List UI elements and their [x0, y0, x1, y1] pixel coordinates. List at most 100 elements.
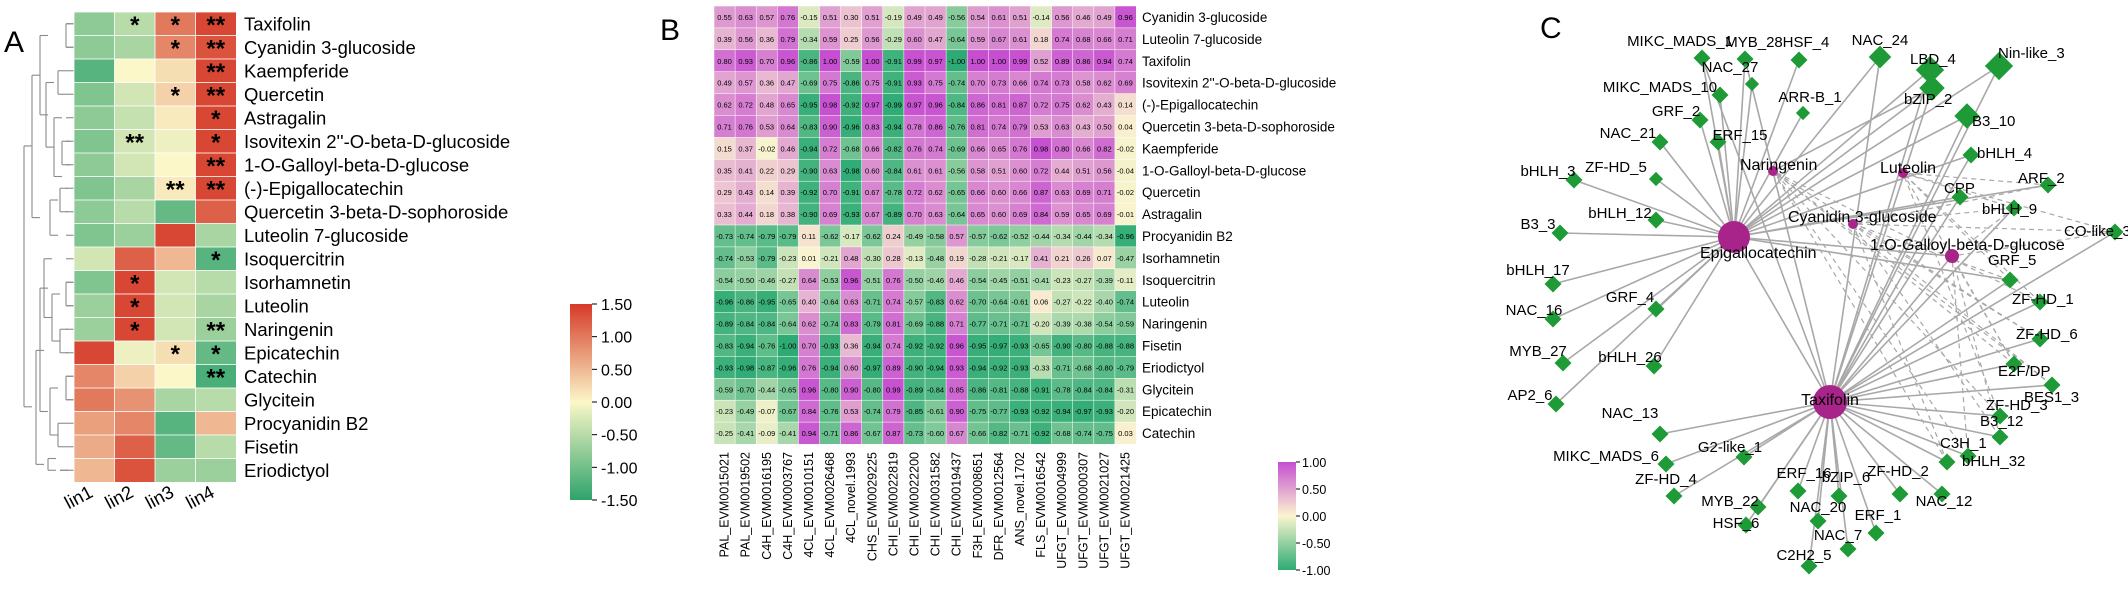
- cell-value: 0.85: [949, 385, 964, 394]
- cell-value: 0.48: [844, 254, 859, 263]
- heatmap-a-cell: [73, 340, 116, 366]
- cell-value: 0.62: [1097, 79, 1112, 88]
- legend-tick-label: 1.50: [601, 297, 632, 314]
- gene-label: NAC_12: [1916, 493, 1973, 510]
- gene-node: [1938, 453, 1956, 471]
- cell-value: 0.49: [928, 13, 943, 22]
- cell-value: 0.93: [907, 79, 922, 88]
- cell-value: 0.72: [907, 188, 922, 197]
- cell-value: -0.98: [843, 166, 860, 175]
- network-edge: [1829, 401, 1849, 550]
- cell-value: -0.20: [1117, 407, 1134, 416]
- cell-value: 0.47: [928, 35, 943, 44]
- cell-value: -0.34: [1096, 232, 1113, 241]
- row-label: Quercetin: [1142, 185, 1201, 200]
- cell-value: -0.65: [779, 298, 796, 307]
- cell-value: 0.96: [844, 276, 859, 285]
- cell-value: -0.71: [990, 320, 1007, 329]
- cell-value: 0.59: [1055, 210, 1070, 219]
- gene-node: [1665, 487, 1683, 505]
- cell-value: -0.49: [906, 232, 923, 241]
- significance-star: *: [211, 247, 221, 274]
- gene-label: MYB_28: [1725, 34, 1783, 51]
- cell-value: -0.14: [1032, 13, 1049, 22]
- cell-value: 0.53: [844, 407, 859, 416]
- network-edge: [1659, 401, 1831, 435]
- row-label: Luteolin: [244, 295, 309, 316]
- row-label: Quercetin 3-beta-D-sophoroside: [244, 201, 508, 222]
- compound-label: Naringenin: [1740, 157, 1817, 174]
- cell-value: 0.72: [1034, 101, 1049, 110]
- gene-label: bHLH_32: [1962, 453, 2025, 470]
- cell-value: 0.63: [823, 166, 838, 175]
- significance-star: **: [206, 82, 225, 109]
- col-label: CHI_EVM0022200: [907, 452, 921, 556]
- cell-value: -0.47: [1117, 254, 1134, 263]
- cell-value: 0.87: [1034, 188, 1049, 197]
- cell-value: -0.02: [1117, 188, 1134, 197]
- cell-value: 0.76: [907, 144, 922, 153]
- heatmap-a-cell: [195, 223, 237, 248]
- cell-value: 0.60: [992, 210, 1007, 219]
- network-edge: [1772, 87, 1933, 172]
- cell-value: -0.62: [990, 232, 1007, 241]
- network-edge-dashed: [1951, 255, 2015, 365]
- cell-value: 0.63: [1055, 188, 1070, 197]
- heatmap-a-cell: [73, 129, 116, 154]
- cell-value: 0.84: [1034, 210, 1049, 219]
- cell-value: -0.95: [800, 101, 817, 110]
- cell-value: -0.84: [948, 101, 965, 110]
- cell-value: 0.75: [823, 79, 838, 88]
- cell-value: 0.87: [1013, 101, 1028, 110]
- cell-value: -0.74: [716, 254, 733, 263]
- cell-value: 0.49: [1097, 13, 1112, 22]
- heatmap-a-cell: [114, 458, 156, 483]
- cell-value: -0.74: [1117, 298, 1134, 307]
- network-edge-dashed: [1852, 223, 2001, 438]
- cell-value: -0.76: [758, 341, 775, 350]
- cell-value: -0.74: [1075, 429, 1092, 438]
- heatmap-b-col-labels: PAL_EVM0015021 PAL_EVM0019502 C4H_EVM00161…: [718, 452, 1133, 569]
- network-edge: [1733, 56, 1881, 238]
- cell-value: -0.28: [969, 254, 986, 263]
- cell-value: -0.82: [885, 144, 902, 153]
- cell-value: 0.53: [759, 122, 774, 131]
- cell-value: -0.89: [885, 210, 902, 219]
- cell-value: -0.23: [716, 407, 733, 416]
- gene-node: [1867, 524, 1885, 542]
- cell-value: 0.60: [907, 35, 922, 44]
- heatmap-a-cell: [73, 364, 116, 389]
- cell-value: -0.88: [927, 320, 944, 329]
- cell-value: 0.90: [844, 385, 859, 394]
- network-edge: [1655, 178, 1735, 238]
- cell-value: -0.80: [864, 385, 881, 394]
- network-edge-dashed: [1852, 223, 2053, 386]
- cell-value: -0.40: [1096, 298, 1113, 307]
- network-edge-dashed: [1772, 170, 2053, 386]
- cell-value: 0.70: [970, 79, 985, 88]
- cell-value: -0.94: [927, 363, 944, 372]
- cell-value: -0.73: [716, 232, 733, 241]
- cell-value: 0.47: [781, 79, 796, 88]
- cell-value: -0.22: [1075, 298, 1092, 307]
- compound-label: Cyanidin 3-glucoside: [1788, 209, 1937, 226]
- heatmap-a-significance: * * *** ***** ***** ***** ****** *** ***: [125, 12, 225, 392]
- heatmap-a-cell: [73, 223, 116, 248]
- cell-value: 0.76: [738, 122, 753, 131]
- cell-value: 0.96: [1118, 13, 1133, 22]
- cell-value: -0.09: [758, 429, 775, 438]
- compound-node: [1768, 166, 1778, 176]
- cell-value: -0.21: [821, 254, 838, 263]
- cell-value: -0.48: [927, 254, 944, 263]
- cell-value: 0.76: [886, 276, 901, 285]
- significance-star: *: [171, 341, 181, 368]
- heatmap-a-cell: [73, 199, 116, 225]
- significance-star: *: [130, 294, 140, 321]
- row-label: Fisetin: [244, 436, 299, 457]
- gene-label: bZIP_6: [1822, 469, 1870, 486]
- significance-star: *: [130, 12, 140, 39]
- cell-value: 0.89: [1055, 57, 1070, 66]
- col-label: UFGT_EVM0021425: [1118, 452, 1132, 569]
- cell-value: -0.86: [969, 385, 986, 394]
- row-label: Kaempferide: [1142, 141, 1219, 156]
